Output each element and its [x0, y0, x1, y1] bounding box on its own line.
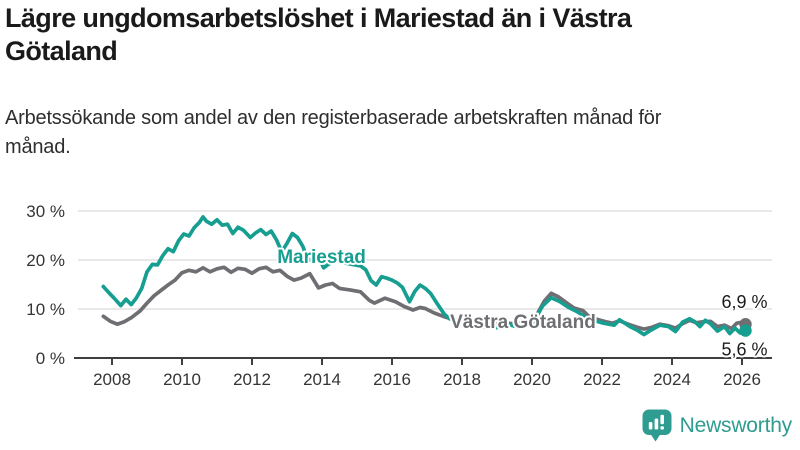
page-title: Lägre ungdomsarbetslöshet i Mariestad än… — [5, 3, 632, 66]
x-axis-tick-label: 2010 — [163, 370, 201, 389]
end-dot-mariestad — [739, 324, 752, 337]
series-line-mariestad — [101, 215, 748, 337]
y-axis-tick-label: 0 % — [36, 349, 65, 368]
x-axis-tick-label: 2016 — [373, 370, 411, 389]
chart-subtitle: Arbetssökande som andel av den registerb… — [5, 107, 662, 158]
y-axis-tick-label: 30 % — [26, 202, 65, 221]
x-axis-tick-label: 2020 — [513, 370, 551, 389]
x-axis-tick-label: 2024 — [653, 370, 691, 389]
x-axis-tick-label: 2012 — [233, 370, 271, 389]
newsworthy-logo-icon — [642, 409, 672, 442]
brand-name: Newsworthy — [679, 413, 793, 437]
unemployment-line-chart: 0 % 10 % 20 % 30 % 2008 2010 2012 2014 2016 2018 2… — [26, 202, 772, 389]
series-label-mariestad: Mariestad — [277, 247, 366, 268]
end-value-label-v-stra-g-taland: 6,9 % — [721, 292, 767, 312]
x-axis-tick-label: 2022 — [583, 370, 621, 389]
x-axis-tick-label: 2008 — [93, 370, 131, 389]
series-label-v-stra-g-taland: Västra Götaland — [450, 312, 596, 333]
newsworthy-logo[interactable]: Newsworthy — [642, 409, 792, 442]
end-value-label-mariestad: 5,6 % — [721, 340, 767, 360]
x-axis-tick-label: 2026 — [723, 370, 761, 389]
x-axis-tick-label: 2018 — [443, 370, 481, 389]
y-axis-tick-label: 20 % — [26, 251, 65, 270]
y-axis-tick-label: 10 % — [26, 300, 65, 319]
x-axis-tick-label: 2014 — [303, 370, 341, 389]
series-line-v-stra-g-taland — [101, 265, 748, 331]
